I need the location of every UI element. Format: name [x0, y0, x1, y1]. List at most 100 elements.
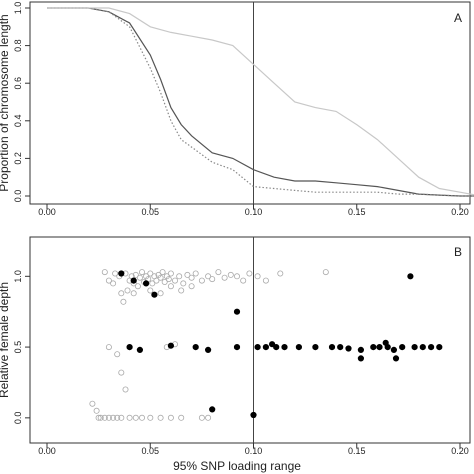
series-line-2 — [47, 7, 474, 197]
filled-point — [209, 406, 216, 413]
filled-point — [399, 344, 406, 351]
open-point — [105, 414, 112, 421]
open-point — [101, 414, 108, 421]
filled-point — [390, 346, 397, 353]
open-point — [161, 278, 168, 285]
filled-point — [345, 345, 352, 352]
filled-point — [436, 344, 443, 351]
filled-point — [151, 291, 158, 298]
x-axis-label: 95% SNP loading range — [173, 459, 301, 473]
open-point — [110, 414, 117, 421]
open-point — [167, 283, 174, 290]
filled-point — [118, 270, 125, 277]
open-point — [138, 269, 145, 276]
x-tick-label: 0.20 — [451, 446, 469, 456]
filled-point — [312, 344, 319, 351]
filled-point — [295, 344, 302, 351]
open-point — [118, 369, 125, 376]
open-point — [165, 276, 172, 283]
x-tick-label: 0.05 — [141, 446, 159, 456]
x-tick-label: 0.15 — [348, 446, 366, 456]
y-tick-label: 0.6 — [13, 77, 23, 90]
filled-point — [262, 344, 269, 351]
open-point — [132, 271, 139, 278]
plot-frame — [29, 1, 471, 205]
open-point — [221, 274, 228, 281]
open-point — [205, 414, 212, 421]
open-point — [138, 414, 145, 421]
plot-frame — [29, 236, 471, 444]
filled-point — [419, 344, 426, 351]
open-point — [157, 274, 164, 281]
filled-point — [143, 280, 150, 287]
filled-point — [136, 346, 143, 353]
open-point — [198, 414, 205, 421]
filled-point — [130, 277, 137, 284]
open-point — [110, 280, 117, 287]
open-point — [233, 273, 240, 280]
filled-point — [357, 355, 364, 362]
open-point — [167, 414, 174, 421]
open-point — [118, 414, 125, 421]
filled-point — [411, 344, 418, 351]
x-tick-label: 0.10 — [245, 207, 263, 217]
open-point — [120, 298, 127, 305]
filled-point — [126, 344, 133, 351]
filled-point — [269, 341, 276, 348]
open-point — [188, 283, 195, 290]
filled-point — [233, 308, 241, 315]
open-point — [153, 277, 160, 284]
panel-a-chart: A 0.00 0.05 0.10 0.15 0.20 0.0 0.2 0.4 0.6 0.8 1.0P… — [0, 1, 474, 217]
series-line-3 — [47, 7, 474, 196]
open-point — [240, 277, 247, 284]
filled-point — [250, 411, 257, 419]
open-point — [147, 287, 154, 294]
open-point — [171, 277, 178, 284]
y-tick-label: 0.4 — [13, 115, 23, 128]
open-point — [124, 287, 131, 294]
y-tick-label: 0.0 — [13, 412, 23, 425]
open-point — [227, 271, 234, 278]
open-point — [167, 270, 174, 277]
open-point — [149, 280, 156, 287]
series-line-1 — [47, 7, 474, 197]
open-point — [101, 269, 108, 276]
open-point — [184, 271, 191, 278]
open-point — [114, 414, 121, 421]
y-tick-label: 0.0 — [13, 190, 23, 203]
filled-point — [376, 344, 383, 351]
x-tick-label: 0.05 — [141, 207, 159, 217]
y-axis-label: Proportion of chromosome length — [0, 14, 11, 191]
open-point — [215, 269, 222, 276]
open-point — [136, 274, 143, 281]
open-point — [176, 273, 183, 280]
open-point — [134, 283, 141, 290]
filled-point — [281, 344, 288, 351]
open-point — [118, 290, 125, 297]
filled-point — [384, 344, 391, 351]
open-point — [105, 277, 112, 284]
open-point — [122, 386, 129, 393]
x-tick-label: 0.15 — [348, 207, 366, 217]
open-point — [188, 274, 195, 281]
open-point — [178, 414, 185, 421]
open-point — [114, 351, 121, 358]
open-point — [209, 276, 216, 283]
panel-label: A — [454, 11, 462, 25]
y-axis-label: Relative female depth — [0, 282, 11, 398]
filled-point — [357, 346, 364, 353]
filled-point — [205, 346, 212, 353]
y-tick-label: 0.2 — [13, 152, 23, 165]
open-point — [192, 270, 199, 277]
filled-point — [254, 344, 261, 351]
filled-point — [328, 344, 336, 351]
filled-point — [392, 355, 400, 362]
open-point — [157, 414, 164, 421]
open-point — [89, 400, 96, 407]
filled-point — [407, 273, 414, 280]
open-point — [147, 414, 154, 421]
y-tick-label: 1.0 — [13, 2, 23, 15]
x-tick-label: 0.20 — [451, 207, 469, 217]
open-point — [180, 280, 187, 287]
